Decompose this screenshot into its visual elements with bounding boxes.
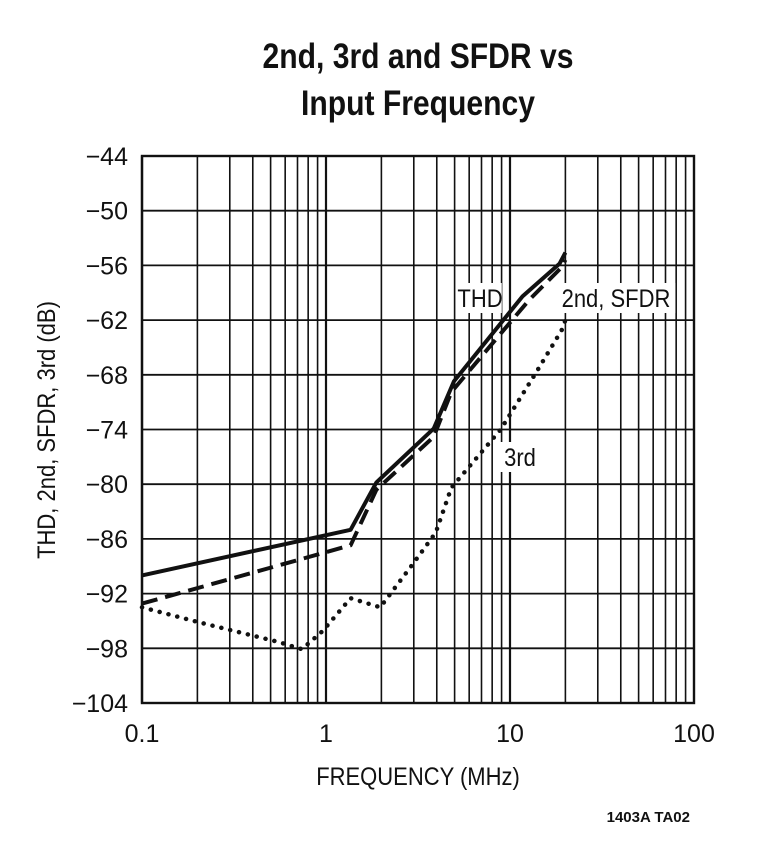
x-tick-label: 10 xyxy=(496,720,524,748)
y-tick-label: −50 xyxy=(86,198,128,226)
y-tick-label: −86 xyxy=(86,526,128,554)
chart-title-line2: Input Frequency xyxy=(301,83,535,123)
annotation-background xyxy=(556,283,676,313)
x-axis-label: FREQUENCY (MHz) xyxy=(316,763,520,791)
series-line-3rd xyxy=(139,317,568,652)
y-tick-label: −44 xyxy=(86,143,129,171)
y-tick-label: −74 xyxy=(86,417,129,445)
y-tick-label: −68 xyxy=(86,362,128,390)
series-line-thd xyxy=(141,251,568,578)
chart-title-line1: 2nd, 3rd and SFDR vs xyxy=(263,36,574,76)
plot-frame xyxy=(140,154,696,705)
annotation-label: 3rd xyxy=(504,444,536,472)
annotation-label: 2nd, SFDR xyxy=(562,285,671,313)
x-tick-label: 1 xyxy=(319,720,333,748)
y-tick-label: −98 xyxy=(86,635,128,663)
x-tick-label: 0.1 xyxy=(125,720,160,748)
y-axis-label: THD, 2nd, SFDR, 3rd (dB) xyxy=(33,301,61,559)
y-tick-label: −80 xyxy=(86,471,128,499)
series-line-2nd-sfdr xyxy=(141,258,568,606)
footer-code: 1403A TA02 xyxy=(607,809,690,826)
annotations: THD 2nd, SFDR 3rd xyxy=(457,283,676,472)
series-group xyxy=(139,251,568,652)
y-tick-label: −62 xyxy=(86,307,128,335)
annotation-label: THD xyxy=(457,285,502,313)
y-tick-label: −92 xyxy=(86,581,128,609)
x-tick-label: 100 xyxy=(673,720,715,748)
y-tick-label: −104 xyxy=(72,690,128,718)
annotation-background xyxy=(498,442,542,472)
annotation-background xyxy=(458,283,502,313)
grid xyxy=(140,154,696,705)
y-tick-label: −56 xyxy=(86,252,128,280)
